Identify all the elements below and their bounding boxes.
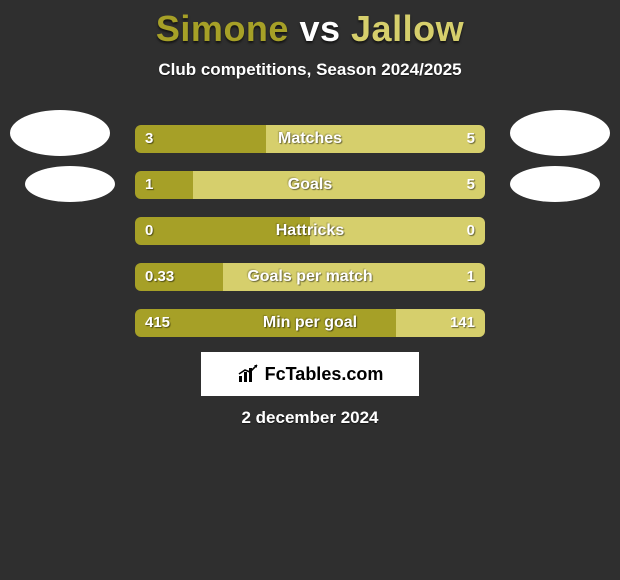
- subtitle: Club competitions, Season 2024/2025: [0, 60, 620, 80]
- player1-name: Simone: [156, 8, 289, 49]
- date-label: 2 december 2024: [0, 408, 620, 428]
- player1-avatar-bottom: [25, 166, 115, 202]
- player1-avatar-top: [10, 110, 110, 156]
- player2-avatar-top: [510, 110, 610, 156]
- right-bar-segment: [396, 309, 485, 337]
- left-bar-segment: [135, 309, 396, 337]
- vs-label: vs: [299, 8, 340, 49]
- left-bar-segment: [135, 171, 193, 199]
- right-bar-segment: [223, 263, 486, 291]
- player2-name: Jallow: [351, 8, 464, 49]
- player2-avatar-bottom: [510, 166, 600, 202]
- right-bar-segment: [193, 171, 485, 199]
- stat-row: Goals15: [135, 171, 485, 199]
- brand-badge: FcTables.com: [201, 352, 419, 396]
- brand-text: FcTables.com: [265, 364, 384, 385]
- stat-row: Goals per match0.331: [135, 263, 485, 291]
- stat-row: Min per goal415141: [135, 309, 485, 337]
- brand-chart-icon: [237, 364, 259, 384]
- title: Simone vs Jallow: [0, 0, 620, 50]
- left-bar-segment: [135, 125, 266, 153]
- stat-bars: Matches35 Goals15 Hattricks00 Goals per mat…: [135, 125, 485, 355]
- right-bar-segment: [266, 125, 485, 153]
- comparison-card: Simone vs Jallow Club competitions, Seas…: [0, 0, 620, 580]
- left-bar-segment: [135, 263, 223, 291]
- stat-row: Hattricks00: [135, 217, 485, 245]
- stat-row: Matches35: [135, 125, 485, 153]
- right-bar-segment: [310, 217, 485, 245]
- left-bar-segment: [135, 217, 310, 245]
